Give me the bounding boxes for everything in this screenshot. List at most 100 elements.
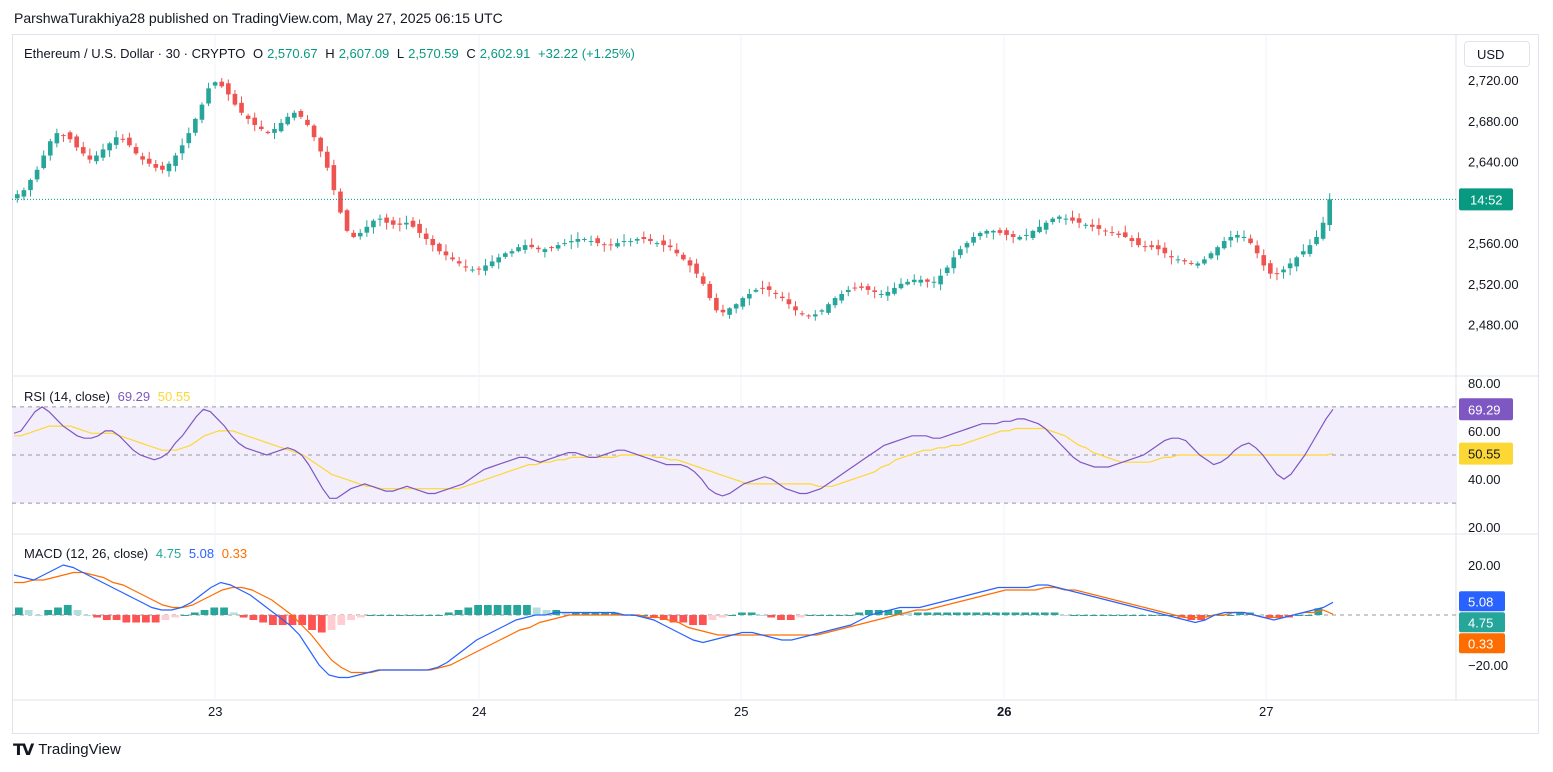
- macd-line-value: 5.08: [188, 546, 215, 561]
- macd-histogram-bar: [181, 615, 189, 616]
- macd-histogram-bar: [83, 615, 92, 616]
- candle-body: [226, 83, 231, 95]
- macd-legend[interactable]: MACD (12, 26, close) 4.75 5.08 0.33: [24, 546, 251, 561]
- candle-body: [1017, 236, 1023, 240]
- candle-body: [865, 286, 871, 290]
- candle-body: [384, 217, 389, 223]
- macd-title[interactable]: MACD (12, 26, close): [24, 546, 149, 561]
- rsi-title[interactable]: RSI (14, close): [24, 389, 110, 404]
- macd-histogram-bar: [464, 607, 473, 615]
- candle-body: [1287, 263, 1293, 269]
- macd-histogram-bar: [571, 612, 580, 615]
- rsi-ma-line: [14, 425, 1334, 490]
- candle-body: [1010, 234, 1016, 237]
- candle-body: [1096, 225, 1102, 229]
- macd-histogram-bar: [767, 615, 776, 618]
- macd-histogram-bar: [366, 615, 375, 616]
- candle-body: [160, 165, 165, 170]
- macd-histogram-bar: [952, 612, 961, 615]
- candle-body: [1122, 232, 1128, 237]
- candle-body: [1274, 273, 1280, 275]
- macd-histogram-bar: [728, 615, 737, 616]
- macd-pane: [12, 564, 1456, 679]
- macd-histogram-bar: [1255, 615, 1264, 616]
- candle-body: [845, 289, 851, 293]
- candle-body: [1307, 245, 1313, 254]
- macd-histogram-bar: [483, 605, 492, 615]
- macd-histogram-bar: [835, 615, 844, 616]
- candle-body: [186, 133, 192, 144]
- candle-body: [47, 141, 53, 156]
- candle-body: [470, 269, 475, 271]
- candle-body: [1169, 256, 1174, 258]
- candle-body: [344, 210, 350, 231]
- candle-body: [1195, 263, 1201, 266]
- candle-body: [107, 143, 112, 151]
- candle-body: [410, 220, 416, 227]
- macd-histogram-bar: [269, 615, 277, 625]
- candle-body: [1188, 262, 1194, 264]
- candle-body: [450, 257, 455, 260]
- candle-body: [338, 191, 343, 213]
- macd-histogram-bar: [1158, 615, 1166, 616]
- macd-histogram-bar: [132, 615, 141, 623]
- macd-histogram-bar: [34, 615, 43, 616]
- candle-body: [621, 241, 627, 243]
- macd-histogram-bar: [1001, 612, 1010, 615]
- price-tick-label: 2,640.00: [1468, 155, 1519, 170]
- macd-histogram-bar: [1128, 615, 1137, 616]
- macd-histogram-bar: [229, 612, 238, 615]
- macd-histogram-bar: [171, 615, 180, 618]
- candle-body: [21, 190, 27, 197]
- candle-body: [146, 158, 152, 164]
- macd-histogram-bar: [757, 615, 766, 616]
- candle-body: [397, 223, 403, 225]
- candle-body: [819, 310, 825, 312]
- macd-tick-label: −20.00: [1468, 658, 1508, 673]
- macd-histogram-bar: [738, 612, 746, 615]
- change-value: +32.22 (+1.25%): [538, 46, 635, 61]
- candle-body: [1202, 259, 1207, 264]
- macd-histogram-bar: [796, 615, 805, 618]
- candle-body: [931, 281, 937, 283]
- macd-histogram-bar: [1070, 615, 1078, 616]
- macd-histogram-bar: [1040, 612, 1049, 615]
- macd-histogram-bar: [845, 615, 854, 616]
- candle-body: [588, 241, 594, 243]
- candle-body: [654, 243, 660, 245]
- price-tick-label: 2,560.00: [1468, 236, 1519, 251]
- candle-body: [529, 244, 535, 248]
- candle-body: [575, 239, 581, 242]
- rsi-legend[interactable]: RSI (14, close) 69.29 50.55: [24, 389, 194, 404]
- candle-body: [839, 294, 844, 301]
- candle-body: [1070, 217, 1075, 221]
- candle-body: [140, 156, 145, 160]
- candle-body: [331, 165, 337, 191]
- price-legend[interactable]: Ethereum / U.S. Dollar · 30 · CRYPTO O 2,…: [24, 46, 639, 61]
- high-label: H: [325, 46, 335, 61]
- candle-body: [852, 287, 858, 289]
- candle-body: [938, 275, 943, 285]
- macd-histogram-bar: [904, 612, 912, 615]
- candle-body: [1301, 251, 1306, 255]
- candle-body: [977, 232, 983, 237]
- macd-histogram-bar: [610, 612, 619, 615]
- macd-histogram-bar: [337, 615, 346, 625]
- symbol-description[interactable]: Ethereum / U.S. Dollar · 30 · CRYPTO: [24, 46, 246, 61]
- tradingview-logo[interactable]: TV TradingView: [13, 740, 121, 759]
- chart-frame: [12, 34, 1539, 734]
- rsi-value-label: 69.29: [1468, 402, 1501, 417]
- currency-button[interactable]: USD: [1464, 41, 1530, 67]
- candle-body: [898, 283, 904, 289]
- time-tick-label: 24: [472, 704, 486, 719]
- macd-histogram-bar: [405, 615, 414, 616]
- candle-body: [1142, 246, 1148, 248]
- rsi-pane: [12, 406, 1456, 504]
- macd-line: [13, 564, 1334, 679]
- candle-body: [483, 265, 488, 271]
- candle-body: [1261, 255, 1267, 266]
- macd-histogram-bar: [239, 615, 248, 618]
- candle-body: [648, 238, 653, 242]
- macd-histogram-bar: [190, 612, 199, 615]
